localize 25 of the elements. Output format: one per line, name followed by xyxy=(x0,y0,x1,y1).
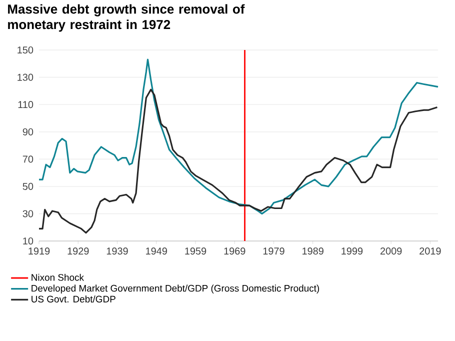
y-tick-label: 30 xyxy=(22,210,34,218)
y-tick-label: 110 xyxy=(18,101,34,108)
line-series xyxy=(38,58,439,215)
x-tick-label: 2009 xyxy=(380,248,402,255)
x-tick-label: 1949 xyxy=(146,248,167,255)
y-tick-label: 150 xyxy=(18,46,34,54)
y-tick-label: 70 xyxy=(22,156,34,163)
x-tick-label: 1959 xyxy=(185,248,206,255)
x-tick-label: 2019 xyxy=(420,248,441,255)
x-tick-label: 1989 xyxy=(302,248,324,255)
legend-label: US Govt. Debt/GDP xyxy=(32,296,116,302)
legend-label: Nixon Shock xyxy=(32,274,84,281)
y-tick-label: 10 xyxy=(23,237,34,245)
legend-label: Developed Market Government Debt/GDP (Gross Domestic Product) xyxy=(32,284,320,294)
line-series xyxy=(38,88,438,234)
y-tick-label: 130 xyxy=(18,74,34,81)
x-tick-label: 1999 xyxy=(342,248,363,255)
chart-title: Massive debt growth since removal of monetary restraint in 1972 xyxy=(8,4,245,32)
x-tick-label: 1929 xyxy=(68,248,89,255)
x-tick-label: 1979 xyxy=(263,248,284,255)
y-tick-label: 50 xyxy=(22,182,34,190)
x-tick-label: 1919 xyxy=(28,248,50,255)
x-tick-label: 1939 xyxy=(106,248,128,255)
x-tick-label: 1969 xyxy=(224,248,246,255)
y-tick-label: 90 xyxy=(22,128,34,136)
